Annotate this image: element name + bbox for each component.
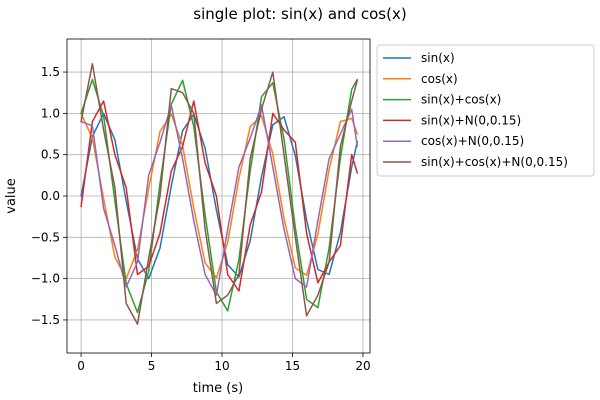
legend-label: sin(x)+cos(x) (421, 93, 501, 107)
legend-box (376, 44, 595, 177)
y-tick-label: −1.5 (31, 313, 60, 327)
series-line-5 (80, 104, 359, 296)
legend-label: sin(x)+cos(x)+N(0,0.15) (421, 155, 568, 169)
series-line-3 (80, 78, 359, 314)
y-tick-label: −0.5 (31, 230, 60, 244)
grid (67, 39, 370, 353)
series-lines (80, 63, 359, 325)
legend-label: cos(x) (421, 72, 458, 86)
series-line-4 (80, 100, 359, 292)
x-tick-label: 5 (148, 359, 156, 373)
y-tick-label: 0.5 (41, 148, 60, 162)
y-tick-label: 0.0 (41, 189, 60, 203)
x-axis-label: time (s) (193, 381, 243, 396)
x-tick-label: 0 (77, 359, 85, 373)
x-tick-label: 15 (285, 359, 300, 373)
x-tick-label: 10 (214, 359, 229, 373)
y-tick-label: 1.5 (41, 65, 60, 79)
y-tick-label: 1.0 (41, 106, 60, 120)
series-line-6 (80, 63, 359, 325)
axis-ticks: 0 5 10 15 20 −1.5 −1.0 −0.5 0.0 0.5 1.0 1.5 (31, 65, 371, 373)
legend-label: cos(x)+N(0,0.15) (421, 134, 524, 148)
legend: sin(x) cos(x) sin(x)+cos(x) sin(x)+N(0,0.15… (376, 44, 595, 177)
y-axis-label: value (4, 178, 19, 214)
legend-label: sin(x) (421, 51, 455, 65)
x-tick-label: 20 (355, 359, 370, 373)
legend-label: sin(x)+N(0,0.15) (421, 113, 521, 127)
y-tick-label: −1.0 (31, 272, 60, 286)
chart-title: single plot: sin(x) and cos(x) (193, 5, 406, 23)
